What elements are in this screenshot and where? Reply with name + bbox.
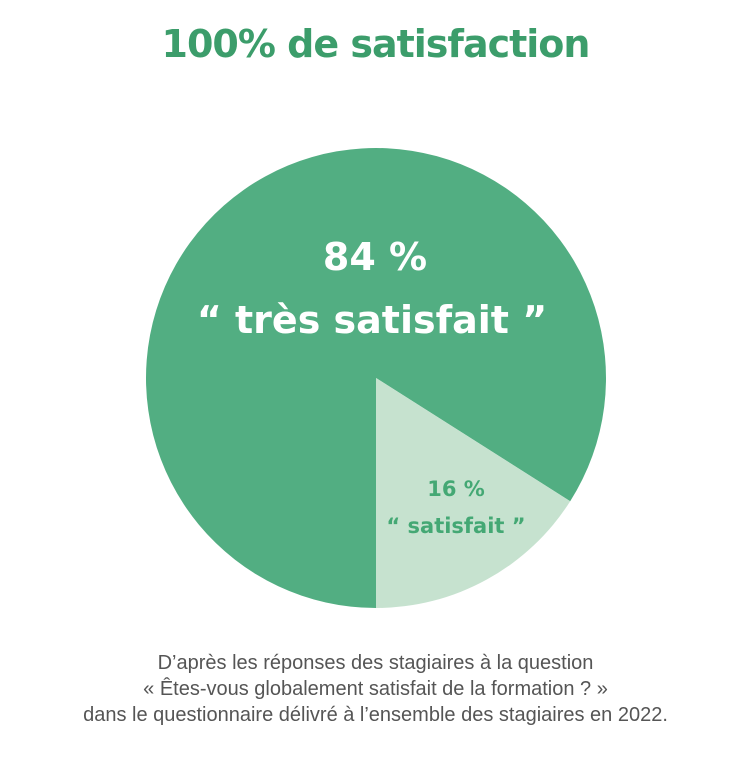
pie-chart: 84 % “ très satisfait ” 16 % “ satisfait… xyxy=(146,148,607,608)
slice-tres-satisfait xyxy=(146,148,607,608)
chart-title: 100% de satisfaction xyxy=(161,22,591,66)
caption-line-1: D’après les réponses des stagiaires à la… xyxy=(157,652,594,674)
caption-line-3: dans le questionnaire délivré à l’ensemb… xyxy=(83,704,668,726)
caption-line-2: « Êtes-vous globalement satisfait de la … xyxy=(143,678,608,700)
slice-satisfait xyxy=(376,378,571,608)
caption: D’après les réponses des stagiaires à la… xyxy=(0,650,751,728)
slice-label-tres-satisfait-percent: 84 % xyxy=(323,235,427,279)
pie-slices xyxy=(146,148,607,608)
slice-label-tres-satisfait-text: “ très satisfait ” xyxy=(197,298,547,342)
slice-label-satisfait-text: “ satisfait ” xyxy=(386,514,525,538)
slice-label-satisfait-percent: 16 % xyxy=(427,477,485,501)
